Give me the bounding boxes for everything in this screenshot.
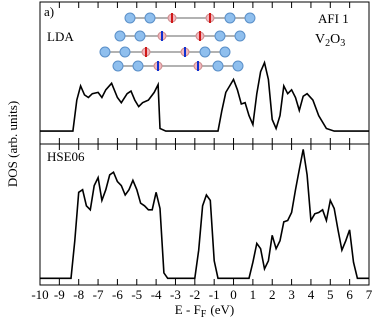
phase-label: AFI 1 (318, 11, 349, 26)
dos-curve (40, 149, 369, 280)
y-axis-label: DOS (arb. units) (5, 101, 20, 187)
x-tick-label: -3 (170, 287, 181, 302)
panel-frame (39, 143, 370, 286)
x-tick-label: 4 (308, 287, 315, 302)
x-tick-label: 3 (288, 287, 295, 302)
panel-label: LDA (47, 29, 74, 44)
x-tick-label: -2 (189, 287, 200, 302)
x-axis-label-part: E - F (175, 302, 201, 317)
formula-part: 3 (340, 38, 345, 49)
formula-part: V (315, 32, 325, 47)
x-tick-label: 2 (269, 287, 276, 302)
x-tick-label: -6 (112, 287, 123, 302)
x-tick-label: -8 (73, 287, 84, 302)
x-axis-label-part: (eV) (210, 302, 234, 317)
formula: V2O3 (315, 32, 345, 49)
x-axis-label: E - FF (eV) (175, 302, 234, 320)
x-tick-label: 0 (230, 287, 237, 302)
panel-label: HSE06 (47, 149, 85, 164)
x-tick-label: -1 (209, 287, 220, 302)
x-tick-label: -5 (131, 287, 142, 302)
x-tick-label: -10 (31, 287, 48, 302)
x-tick-label: -7 (93, 287, 104, 302)
formula-part: 2 (325, 38, 330, 49)
x-tick-label: -9 (54, 287, 65, 302)
x-tick-label: 1 (250, 287, 257, 302)
x-tick-label: 7 (366, 287, 373, 302)
formula-part: O (330, 32, 340, 47)
x-tick-label: 5 (327, 287, 334, 302)
structure-inset (99, 12, 256, 72)
x-tick-label: 6 (346, 287, 353, 302)
dos-curve (40, 60, 369, 132)
x-tick-label: -4 (151, 287, 162, 302)
panel-tag: a) (44, 4, 54, 19)
x-axis-label-part: F (201, 309, 207, 320)
